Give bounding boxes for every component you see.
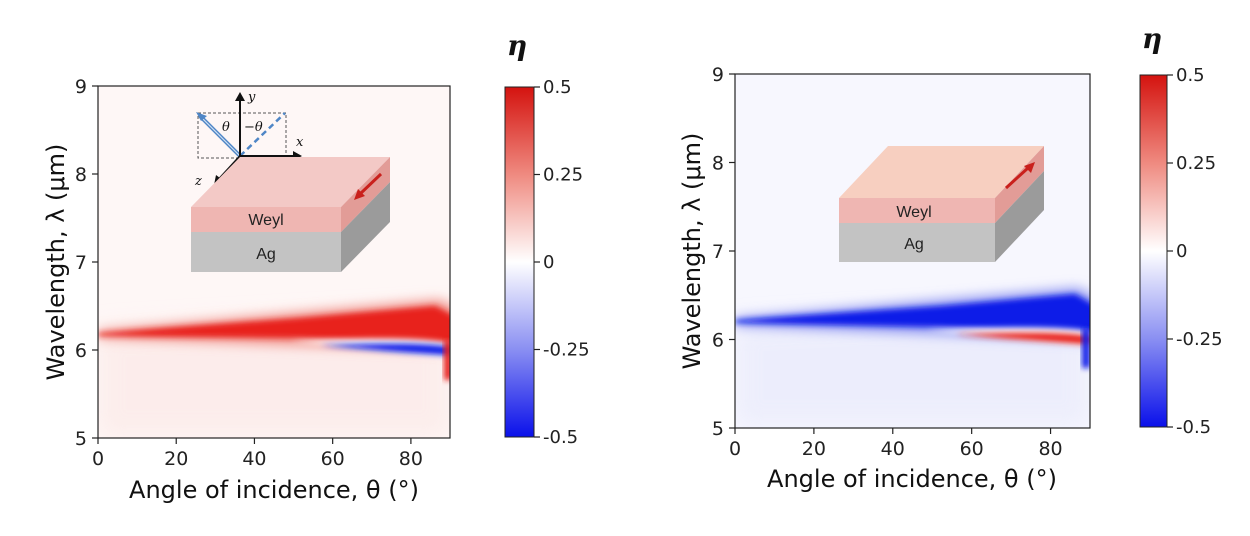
colorbar-tick-label: -0.5 (543, 427, 578, 448)
right-y-axis-label: Wavelength, λ (μm) (678, 133, 706, 370)
left-secondary-branch (320, 343, 450, 356)
left-ag-front (191, 232, 341, 272)
left-x-axis-label: Angle of incidence, θ (°) (129, 476, 419, 504)
x-tick-label: 60 (321, 448, 345, 470)
right-x-axis-label: Angle of incidence, θ (°) (767, 465, 1057, 493)
right-colorbar (1139, 74, 1168, 428)
y-tick-label: 9 (712, 64, 724, 86)
left-ag-label: Ag (256, 246, 276, 263)
left-inset-theta-label: θ (222, 120, 230, 135)
left-colorbar (504, 86, 535, 438)
left-incident-beam-highlight (199, 115, 241, 157)
right-chart: 0 20 40 60 80 5 6 7 8 9 Angle of incidence, θ (°… (678, 22, 1223, 493)
left-ag-side (341, 182, 390, 272)
right-y-ticks: 5 6 7 8 9 (712, 64, 735, 440)
left-magnetization-arrowhead (354, 189, 365, 200)
colorbar-tick-label: -0.5 (1176, 417, 1211, 438)
right-ag-side (995, 171, 1044, 262)
left-inset-y-label: y (247, 90, 256, 105)
x-tick-label: 80 (1038, 438, 1062, 460)
left-colorbar-label: η (507, 29, 527, 62)
right-ag-front (839, 223, 995, 262)
right-weyl-front (839, 198, 995, 223)
x-tick-label: 20 (164, 448, 188, 470)
left-chart: 0 20 40 60 80 5 6 7 8 9 Angle of incidence, θ (°… (42, 29, 590, 504)
right-x-ticks: 0 20 40 60 80 (729, 428, 1063, 460)
colorbar-tick-label: -0.25 (543, 340, 590, 361)
right-magnetization-arrowhead (1024, 162, 1035, 173)
left-inset-x-label: x (296, 135, 304, 150)
y-tick-label: 5 (712, 418, 724, 440)
right-inset-schematic: Weyl Ag (839, 146, 1044, 262)
left-weyl-top (191, 157, 390, 207)
left-y-axis-label: Wavelength, λ (μm) (42, 144, 70, 381)
right-magnetization-arrow (1004, 166, 1030, 190)
y-tick-label: 7 (75, 252, 87, 274)
left-x-ticks: 0 20 40 60 80 (92, 438, 423, 470)
left-inset-schematic: y x z θ −θ Weyl Ag (191, 90, 390, 272)
colorbar-tick-label: 0 (1176, 241, 1187, 262)
x-tick-label: 0 (92, 448, 104, 470)
right-edge-feature (1082, 328, 1090, 368)
left-reflected-beam (239, 112, 286, 157)
colorbar-tick-label: 0.25 (543, 165, 583, 186)
x-tick-label: 60 (960, 438, 984, 460)
colorbar-tick-label: 0.5 (1176, 65, 1205, 86)
colorbar-tick-label: 0 (543, 252, 554, 273)
left-colorbar-ticks: 0.5 0.25 0 -0.25 -0.5 (534, 77, 590, 448)
x-tick-label: 0 (729, 438, 741, 460)
x-tick-label: 40 (242, 448, 266, 470)
left-inset-y-arrowhead (235, 92, 245, 101)
left-beam-arrowhead (196, 112, 207, 121)
left-inset-z-label: z (194, 174, 202, 189)
y-tick-label: 8 (712, 153, 724, 175)
left-weyl-front (191, 207, 341, 232)
right-colorbar-label: η (1142, 22, 1162, 55)
left-inset-neg-theta-label: −θ (244, 120, 263, 135)
y-tick-label: 7 (712, 241, 724, 263)
y-tick-label: 9 (75, 76, 87, 98)
x-tick-label: 40 (881, 438, 905, 460)
y-tick-label: 6 (75, 340, 87, 362)
left-y-ticks: 5 6 7 8 9 (75, 76, 98, 450)
colorbar-tick-label: -0.25 (1176, 329, 1223, 350)
colorbar-tick-label: 0.25 (1176, 153, 1216, 174)
right-ag-label: Ag (904, 236, 924, 253)
colorbar-tick-label: 0.5 (543, 77, 572, 98)
right-weyl-label: Weyl (896, 204, 931, 221)
y-tick-label: 8 (75, 164, 87, 186)
right-weyl-top (839, 146, 1044, 198)
y-tick-label: 6 (712, 330, 724, 352)
left-magnetization-arrow (358, 172, 383, 196)
left-weyl-label: Weyl (248, 212, 283, 229)
left-main-band (98, 306, 450, 350)
right-main-band (735, 294, 1090, 339)
x-tick-label: 20 (802, 438, 826, 460)
y-tick-label: 5 (75, 428, 87, 450)
left-edge-feature (444, 340, 450, 380)
right-colorbar-ticks: 0.5 0.25 0 -0.25 -0.5 (1167, 65, 1223, 438)
right-secondary-branch (955, 332, 1090, 345)
x-tick-label: 80 (399, 448, 423, 470)
